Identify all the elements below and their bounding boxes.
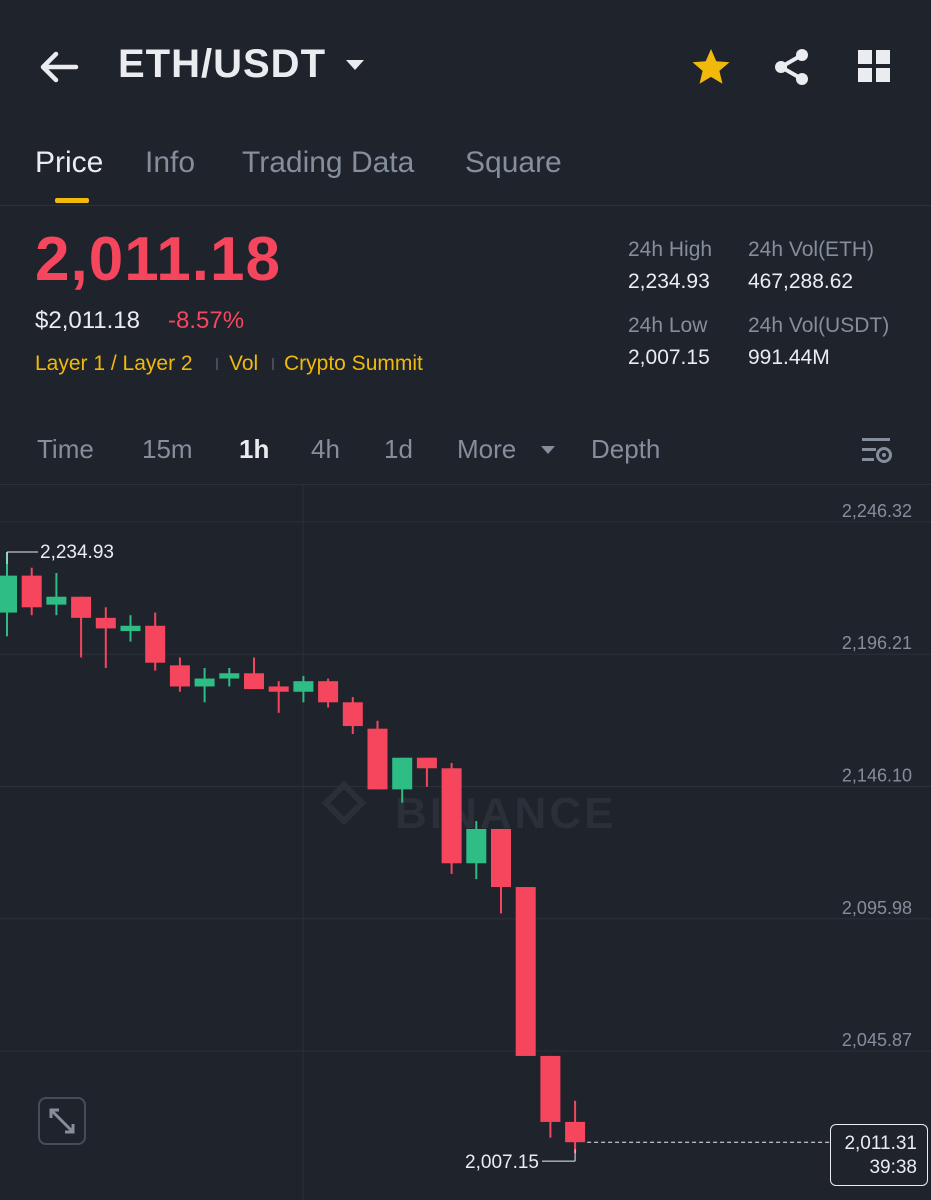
candle-body: [565, 1121, 586, 1143]
candle-body: [392, 757, 413, 790]
divider: [0, 484, 931, 485]
chevron-down-icon[interactable]: [541, 446, 555, 454]
watermark-logo: [321, 780, 367, 826]
tag-separator: [216, 358, 218, 370]
tag-separator: [272, 358, 274, 370]
back-arrow-icon[interactable]: [36, 44, 82, 90]
chart-settings-icon[interactable]: [860, 435, 894, 467]
stat-vol-eth-value: 467,288.62: [748, 270, 854, 293]
interval-1h[interactable]: 1h: [239, 434, 270, 464]
y-tick-label: 2,246.32: [842, 501, 912, 521]
candle-body: [491, 828, 511, 888]
candle-body: [120, 625, 141, 632]
depth-tab[interactable]: Depth: [591, 434, 661, 464]
grid-icon[interactable]: [856, 48, 892, 84]
candle-body: [342, 702, 363, 727]
tab-square[interactable]: Square: [465, 146, 562, 179]
y-tick-label: 2,146.10: [842, 765, 912, 785]
candle-body: [540, 1055, 561, 1122]
interval-more[interactable]: More: [457, 434, 517, 464]
stat-vol-eth-label: 24h Vol(ETH): [748, 238, 875, 261]
interval-15m[interactable]: 15m: [142, 434, 193, 464]
candle-body: [145, 625, 166, 663]
candle-body: [244, 673, 264, 690]
candle-body: [367, 728, 388, 790]
expand-icon: [49, 1108, 75, 1134]
candle-body: [515, 887, 536, 1056]
candle-body: [441, 768, 462, 864]
candle-body: [416, 757, 437, 769]
usd-price: $2,011.18: [35, 307, 140, 334]
candle-body: [21, 575, 42, 608]
candle-body: [71, 596, 92, 618]
divider: [0, 205, 931, 206]
high-price-label: 2,234.93: [40, 542, 114, 563]
stat-low-label: 24h Low: [628, 314, 708, 337]
interval-1d[interactable]: 1d: [384, 434, 413, 464]
stat-high-value: 2,234.93: [628, 270, 710, 293]
chevron-down-icon[interactable]: [346, 60, 364, 70]
last-price: 2,011.18: [35, 225, 281, 294]
tag-crypto-summit[interactable]: Crypto Summit: [284, 352, 423, 375]
share-icon[interactable]: [772, 46, 812, 88]
interval-time[interactable]: Time: [37, 434, 94, 464]
tab-trading-data[interactable]: Trading Data: [242, 146, 415, 179]
star-icon[interactable]: [690, 46, 732, 88]
interval-4h[interactable]: 4h: [311, 434, 340, 464]
candle-body: [0, 575, 17, 613]
last-price-tag: 2,011.31 39:38: [830, 1124, 928, 1186]
y-tick-label: 2,045.87: [842, 1030, 912, 1050]
candle-body: [318, 681, 339, 703]
candlestick-chart[interactable]: 2,246.32 2,196.21 2,146.10 2,095.98 2,045.87…: [0, 485, 931, 1200]
candle-body: [46, 596, 67, 605]
stat-high-label: 24h High: [628, 238, 713, 261]
candle-body: [219, 673, 240, 679]
candle-body: [466, 828, 487, 864]
y-tick-label: 2,196.21: [842, 633, 912, 653]
candle-body: [194, 678, 215, 687]
tag-layer1-layer2[interactable]: Layer 1 / Layer 2: [35, 352, 193, 375]
active-tab-indicator: [55, 198, 89, 203]
stat-vol-usdt-value: 991.44M: [748, 346, 830, 369]
candle-body: [268, 686, 289, 692]
low-price-label: 2,007.15: [465, 1152, 539, 1173]
stat-vol-usdt-label: 24h Vol(USDT): [748, 314, 890, 337]
candle-countdown: 39:38: [869, 1157, 917, 1178]
tab-price[interactable]: Price: [35, 146, 104, 179]
tag-vol[interactable]: Vol: [229, 352, 259, 375]
stat-low-value: 2,007.15: [628, 346, 710, 369]
last-price-label: 2,011.31: [844, 1133, 917, 1154]
trading-pair-title[interactable]: ETH/USDT: [118, 42, 326, 86]
candle-body: [95, 617, 116, 629]
expand-chart-button[interactable]: [38, 1097, 86, 1145]
candle-body: [293, 681, 314, 692]
tab-info[interactable]: Info: [145, 146, 196, 179]
price-change-percent: -8.57%: [168, 307, 245, 334]
y-tick-label: 2,095.98: [842, 898, 912, 918]
candle-body: [169, 665, 190, 687]
